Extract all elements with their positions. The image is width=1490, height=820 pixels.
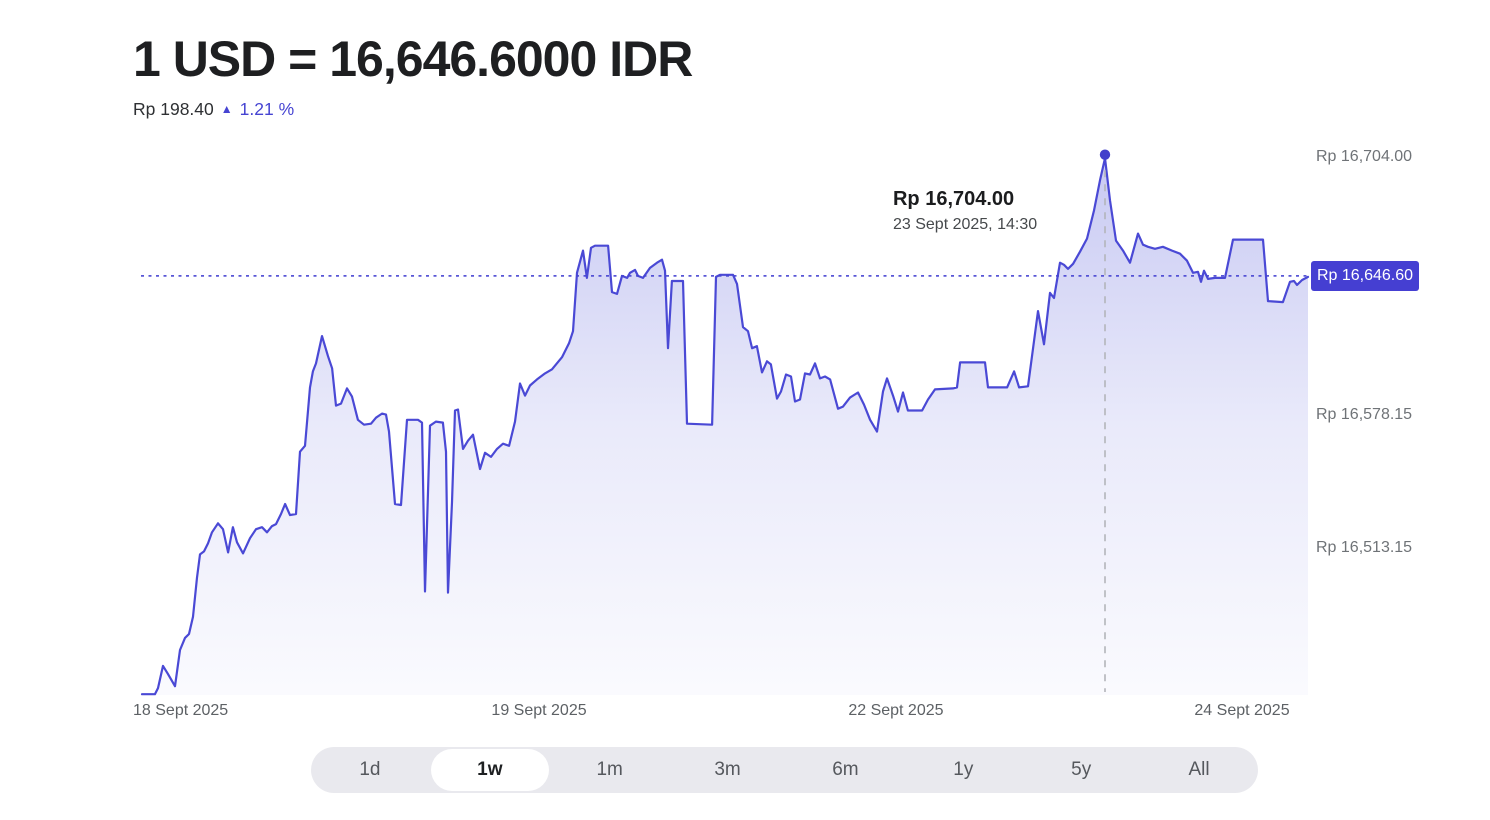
x-axis-label: 18 Sept 2025 [133,702,229,719]
x-axis-label: 24 Sept 2025 [1194,702,1290,719]
tooltip-price: Rp 16,704.00 [892,188,1015,211]
range-button-1d[interactable]: 1d [311,749,429,791]
range-button-6m[interactable]: 6m [787,749,905,791]
y-axis-label: Rp 16,513.15 [1316,539,1413,557]
change-amount: Rp 198.40 [133,99,214,119]
change-percent: 1.21 % [239,99,295,119]
peak-marker-dot [1099,149,1111,160]
range-button-1m[interactable]: 1m [551,749,669,791]
page-title: 1 USD = 16,646.6000 IDR [133,31,693,87]
y-axis-label: Rp 16,704.00 [1316,148,1413,166]
arrow-up-icon: ▲ [220,101,233,116]
range-button-all[interactable]: All [1140,749,1258,791]
price-change-row: Rp 198.40 ▲ 1.21 % [133,99,294,120]
chart-tooltip: Rp 16,704.00 23 Sept 2025, 14:30 [893,188,1037,234]
time-range-selector: 1d 1w 1m 3m 6m 1y 5y All [311,747,1258,793]
range-button-1y[interactable]: 1y [904,749,1022,791]
current-price-badge: Rp 16,646.60 [1311,260,1419,291]
x-axis-label: 19 Sept 2025 [491,702,587,719]
chart-line [140,157,1310,696]
chart-area-fill [142,158,1308,695]
tooltip-datetime: 23 Sept 2025, 14:30 [892,216,1038,234]
range-button-3m[interactable]: 3m [669,749,787,791]
y-axis-label: Rp 16,578.15 [1316,406,1413,424]
x-axis-label: 22 Sept 2025 [848,702,944,719]
range-button-5y[interactable]: 5y [1022,749,1140,791]
range-button-1w[interactable]: 1w [430,749,549,791]
